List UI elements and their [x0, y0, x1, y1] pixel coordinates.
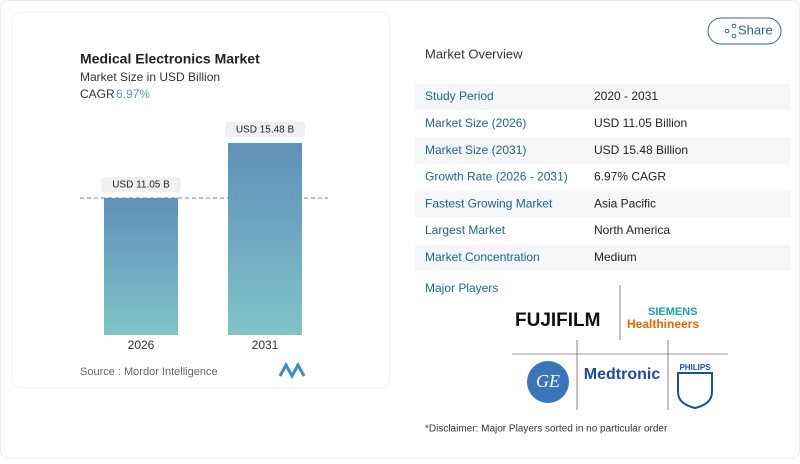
logo-medtronic: Medtronic	[584, 366, 661, 383]
row-value: 6.97% CAGR	[594, 170, 666, 184]
row-value: USD 15.48 Billion	[594, 143, 688, 157]
players-title: Major Players	[425, 281, 498, 295]
share-label[interactable]: Share	[738, 22, 773, 37]
row-label: Market Size (2026)	[425, 116, 526, 130]
cagr-value: 6.97%	[116, 87, 150, 101]
row-value: North America	[594, 223, 670, 237]
x-tick-label: 2031	[252, 338, 279, 352]
cagr-label: CAGR	[80, 87, 115, 101]
share-button[interactable]: Share	[707, 17, 782, 45]
x-tick-label: 2026	[128, 338, 155, 352]
row-bg	[415, 84, 790, 110]
chart-card	[11, 11, 391, 389]
bar	[228, 143, 302, 335]
disclaimer: *Disclaimer: Major Players sorted in no …	[425, 424, 668, 435]
brand-logo	[278, 361, 306, 380]
chart-title: Medical Electronics Market	[80, 51, 260, 67]
logo-healthineers: Healthineers	[627, 317, 699, 331]
overview-title: Market Overview	[425, 46, 523, 61]
bar	[104, 197, 178, 335]
row-value: Asia Pacific	[594, 196, 656, 210]
value-label-box	[101, 176, 181, 192]
logo-fujifilm: FUJIFILM	[515, 310, 601, 331]
row-value: USD 11.05 Billion	[594, 116, 687, 130]
row-label: Market Size (2031)	[425, 143, 526, 157]
source: Source : Mordor Intelligence	[80, 366, 218, 378]
logo-ge: GE	[536, 371, 560, 391]
row-value: 2020 - 2031	[594, 89, 658, 103]
chart-subtitle: Market Size in USD Billion	[80, 70, 220, 84]
row-bg	[415, 191, 790, 218]
share-icon	[731, 33, 737, 39]
value-label-box	[225, 122, 305, 138]
row-label: Fastest Growing Market	[425, 196, 553, 210]
philips-shield	[677, 372, 713, 410]
row-label: Growth Rate (2026 - 2031)	[425, 170, 568, 184]
logo-siemens: SIEMENS	[648, 306, 698, 318]
logo-philips: PHILIPS	[679, 363, 711, 372]
row-label: Market Concentration	[425, 250, 540, 264]
row-bg	[415, 244, 790, 271]
row-value: Medium	[594, 250, 637, 264]
value-label: USD 15.48 B	[236, 125, 295, 136]
player-logos: FUJIFILM SIEMENS Healthineers GE Medtron…	[512, 285, 728, 410]
share-icon	[731, 23, 737, 29]
row-label: Largest Market	[425, 223, 506, 237]
overview-table: Study Period 2020 - 2031 Market Size (2026…	[415, 84, 790, 271]
logo-ge-circle	[527, 361, 569, 403]
row-label: Study Period	[425, 89, 494, 103]
row-bg	[415, 137, 790, 164]
share-icon	[724, 28, 730, 34]
value-label: USD 11.05 B	[112, 180, 170, 191]
share-box[interactable]	[707, 17, 782, 45]
